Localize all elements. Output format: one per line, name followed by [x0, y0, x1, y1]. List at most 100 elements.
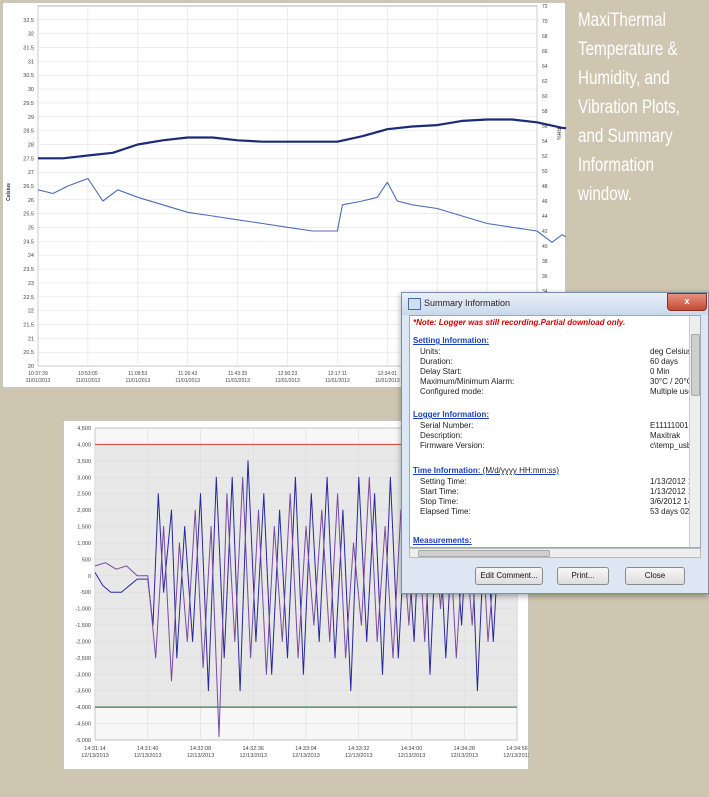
caption-line: Information: [578, 155, 655, 176]
vibration-series-a: [94, 460, 518, 692]
info-value: 3/6/2012 14:(: [650, 497, 698, 506]
info-key: Elapsed Time:: [420, 507, 471, 516]
info-row: Description: Maxitrak: [420, 431, 695, 441]
info-value: Maxitrak: [650, 431, 681, 440]
x-tick-label: 14:34:56: [506, 746, 527, 752]
humidity-line: [37, 177, 566, 243]
x-tick-label: 11/01/2013: [26, 378, 51, 384]
measurements-link[interactable]: Measurements:: [413, 536, 472, 545]
y-tick-label: 22: [28, 309, 34, 315]
left-axis-label: Celsius: [6, 183, 12, 201]
x-tick-label: 12/13/2013: [503, 753, 529, 759]
info-row: Stop Time: 3/6/2012 14:(: [420, 497, 698, 507]
temperature-humidity-chart: 32.5 32 31.5 31 30.5 30 29.5 29 28.5 28 27.5 27 26.5…: [2, 2, 566, 388]
y-tick-label: 28.5: [23, 129, 34, 135]
x-tick-label: 10:37:39: [28, 371, 48, 377]
horizontal-scrollbar[interactable]: [409, 548, 701, 558]
info-key: Maximum/Minimum Alarm:: [420, 377, 515, 386]
close-window-button[interactable]: x: [667, 293, 707, 311]
y-tick-label: 26: [28, 198, 34, 204]
y2-tick-label: 64: [542, 64, 548, 70]
title-bar[interactable]: Summary Information x: [402, 293, 708, 315]
y-tick-label: 20.5: [23, 350, 34, 356]
info-key: Serial Number:: [420, 421, 474, 430]
time-format-hint: (M/d/yyyy HH:mm:ss): [482, 466, 560, 475]
caption: MaxiThermal Temperature & Humidity, and …: [578, 6, 706, 209]
info-row: Serial Number: E111110019: [420, 421, 695, 431]
y-tick-label: 500: [82, 557, 91, 563]
right-axis-label: RH%: [555, 128, 561, 140]
y-tick-label: 2,000: [77, 508, 91, 514]
time-information-link[interactable]: Time Information:: [413, 466, 481, 475]
edit-comment-button[interactable]: Edit Comment...: [475, 567, 543, 585]
x-tick-label: 14:31:40: [137, 746, 158, 752]
y2-tick-label: 70: [542, 19, 548, 25]
info-key: Duration:: [420, 357, 453, 366]
caption-line: Vibration Plots,: [578, 97, 680, 118]
x-tick-label: 11/01/2013: [225, 378, 250, 384]
x-tick-label: 12/13/2013: [398, 753, 426, 759]
info-key: Start Time:: [420, 487, 459, 496]
info-value: 53 days 02:47: [650, 507, 701, 516]
info-value: c\temp_usb -: [650, 441, 697, 450]
logger-information-link[interactable]: Logger Information:: [413, 410, 489, 419]
y2-tick-label: 44: [542, 214, 548, 220]
y2-tick-label: 62: [542, 79, 548, 85]
y-tick-label: 0: [88, 574, 91, 580]
scroll-thumb[interactable]: [418, 550, 550, 557]
print-button[interactable]: Print...: [557, 567, 609, 585]
y2-tick-label: 40: [542, 244, 548, 250]
caption-line: window.: [578, 184, 633, 205]
info-row: Duration: 60 days: [420, 357, 695, 367]
x-tick-label: 11:09:53: [128, 371, 147, 377]
y-tick-label: -3,000: [75, 672, 91, 678]
x-tick-label: 14:31:14: [84, 746, 105, 752]
x-tick-label: 12/13/2013: [81, 753, 109, 759]
y2-tick-label: 54: [542, 139, 548, 145]
x-tick-label: 12/13/2013: [450, 753, 478, 759]
info-row: Firmware Version: c\temp_usb -: [420, 441, 697, 451]
info-key: Configured mode:: [420, 387, 484, 396]
y-tick-label: 31: [28, 59, 34, 65]
setting-information-link[interactable]: Setting Information:: [413, 336, 489, 345]
scroll-thumb[interactable]: [691, 334, 700, 396]
summary-window: Summary Information x *Note: Logger was …: [401, 292, 709, 594]
info-value: 1/13/2012 11: [650, 487, 697, 496]
y-tick-label: 32: [28, 32, 34, 38]
y-tick-label: -1,000: [75, 607, 91, 613]
x-tick-label: 11/01/2013: [125, 378, 150, 384]
y-tick-label: 25.5: [23, 212, 34, 218]
caption-line: and Summary: [578, 126, 673, 147]
y-tick-label: -4,500: [75, 722, 91, 728]
x-tick-label: 12/13/2013: [292, 753, 320, 759]
y2-tick-label: 36: [542, 274, 548, 280]
y-tick-label: 24.5: [23, 239, 34, 245]
info-value: Multiple use: [650, 387, 693, 396]
y-tick-label: 1,500: [77, 525, 91, 531]
y-tick-label: 25: [28, 226, 34, 232]
y2-tick-label: 56: [542, 124, 548, 130]
x-tick-label: 14:34:28: [454, 746, 475, 752]
x-tick-label: 11:43:33: [228, 371, 247, 377]
time-information-section: Time Information: (M/d/yyyy HH:mm:ss): [413, 466, 559, 475]
y-tick-label: 22.5: [23, 295, 34, 301]
x-tick-label: 12/13/2013: [134, 753, 162, 759]
x-tick-label: 11/01/2013: [325, 378, 350, 384]
y-tick-label: -1,500: [75, 623, 91, 629]
close-button[interactable]: Close: [625, 567, 685, 585]
y2-tick-label: 60: [542, 94, 548, 100]
x-tick-label: 10:53:05: [78, 371, 98, 377]
y2-tick-label: 66: [542, 49, 548, 55]
y-tick-label: 3,000: [77, 475, 91, 481]
y-tick-label: 27.5: [23, 156, 34, 162]
y-tick-label: 23: [28, 281, 34, 287]
vertical-scrollbar[interactable]: [689, 316, 700, 547]
info-value: 1/13/2012 10: [650, 477, 697, 486]
x-tick-label: 14:32:36: [243, 746, 264, 752]
x-tick-label: 12/13/2013: [187, 753, 215, 759]
caption-line: Temperature &: [578, 39, 678, 60]
y2-tick-label: 52: [542, 154, 548, 160]
x-tick-label: 11/01/2013: [175, 378, 200, 384]
x-tick-label: 12/13/2013: [345, 753, 373, 759]
